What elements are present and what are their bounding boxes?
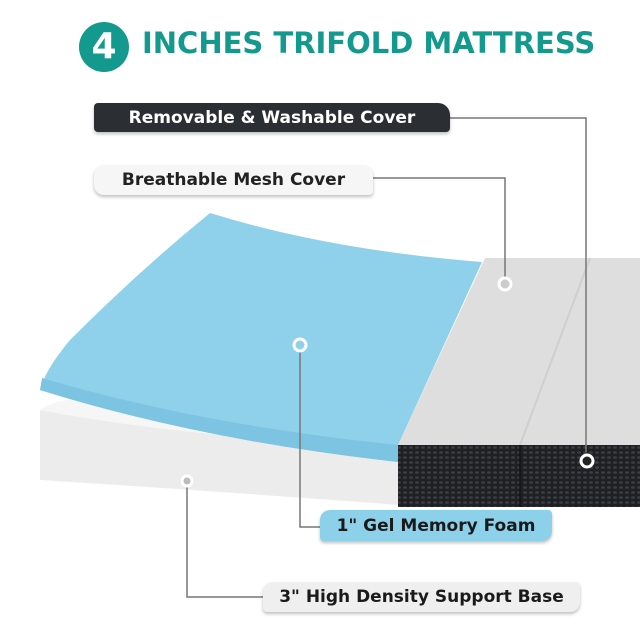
mesh-side [398, 445, 640, 507]
label-gel: 1" Gel Memory Foam [320, 510, 552, 541]
marker-base [180, 474, 194, 488]
label-cover: Removable & Washable Cover [94, 103, 450, 132]
marker-mesh [497, 276, 513, 292]
label-mesh: Breathable Mesh Cover [94, 165, 373, 195]
mattress-top [398, 258, 640, 445]
support-base [40, 410, 400, 505]
gel-foam [40, 213, 482, 462]
page-title: INCHES TRIFOLD MATTRESS [142, 26, 596, 60]
label-base: 3" High Density Support Base [263, 582, 580, 612]
marker-gel [292, 337, 308, 353]
marker-cover [579, 453, 595, 469]
number-badge: 4 [79, 22, 129, 72]
